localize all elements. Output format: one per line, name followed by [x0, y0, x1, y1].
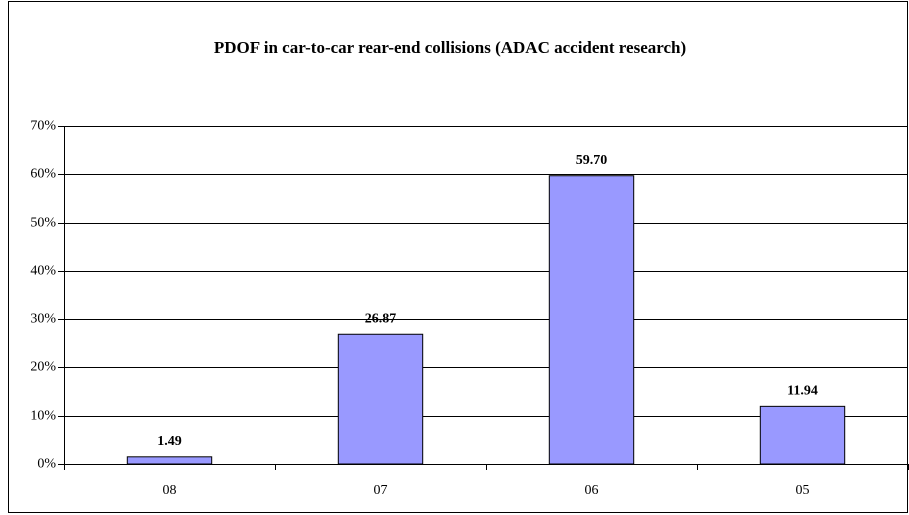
- y-tick-label: 50%: [30, 216, 56, 231]
- x-tick-label: 05: [796, 483, 810, 498]
- bar: [759, 405, 846, 465]
- y-tick-label: 0%: [37, 457, 56, 472]
- y-tick-label: 20%: [30, 360, 56, 375]
- bar: [548, 175, 635, 465]
- data-label: 11.94: [787, 384, 818, 399]
- chart-frame: [8, 1, 908, 513]
- y-tick-label: 40%: [30, 264, 56, 279]
- y-tick-label: 70%: [30, 119, 56, 134]
- x-tick-label: 08: [163, 483, 177, 498]
- y-tick-label: 10%: [30, 409, 56, 424]
- x-tick-label: 06: [585, 483, 599, 498]
- bar: [337, 333, 424, 465]
- chart-title: PDOF in car-to-car rear-end collisions (…: [214, 38, 686, 57]
- y-tick-label: 30%: [30, 312, 56, 327]
- y-tick-label: 60%: [30, 167, 56, 182]
- data-label: 59.70: [576, 153, 608, 168]
- data-label: 26.87: [365, 311, 397, 326]
- bar: [126, 456, 213, 465]
- data-label: 1.49: [157, 434, 182, 449]
- x-tick-label: 07: [374, 483, 388, 498]
